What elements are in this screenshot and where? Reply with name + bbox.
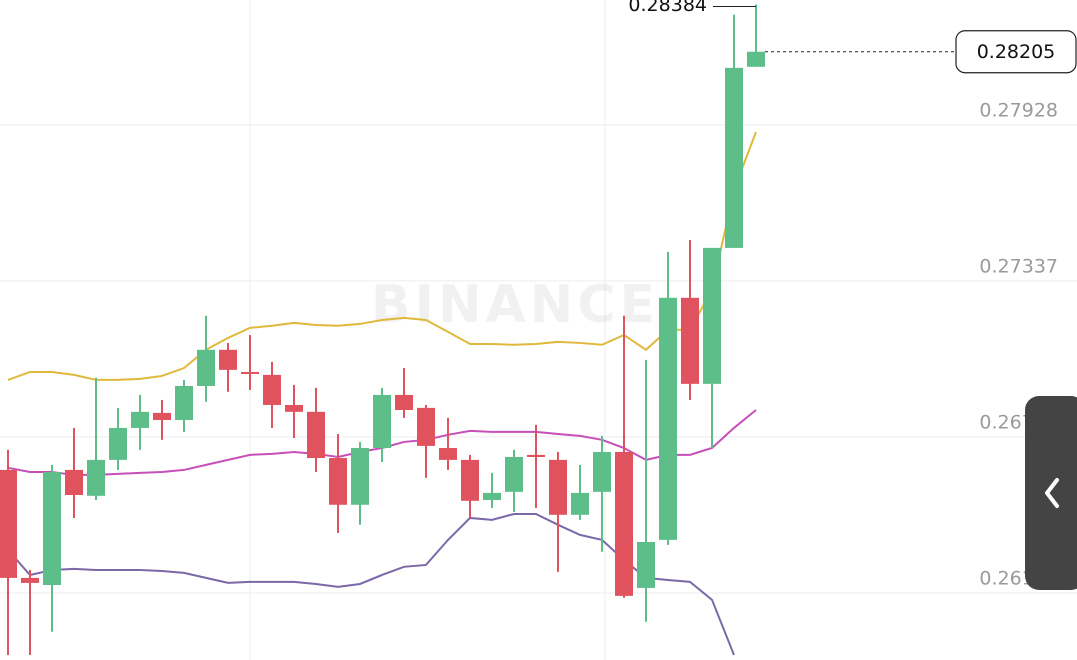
candle-body bbox=[439, 448, 457, 460]
candle-body bbox=[65, 469, 83, 495]
candle-body bbox=[131, 411, 149, 428]
candle-body bbox=[21, 577, 39, 583]
candle-body bbox=[329, 458, 347, 505]
candle-body bbox=[109, 427, 127, 460]
candle-body bbox=[351, 448, 369, 505]
candle-body bbox=[263, 374, 281, 405]
high-label: 0.28384 bbox=[628, 0, 707, 16]
band-line bbox=[7, 131, 757, 381]
y-tick-label: 0.27337 bbox=[979, 255, 1058, 277]
candle-body bbox=[373, 394, 391, 449]
last-price-label: 0.28205 bbox=[977, 41, 1056, 63]
collapse-panel-button[interactable] bbox=[1025, 396, 1077, 590]
candle-body bbox=[681, 297, 699, 384]
candle-body bbox=[527, 454, 545, 457]
chevron-icon bbox=[1045, 478, 1059, 508]
candle-body bbox=[571, 492, 589, 515]
candle-body bbox=[593, 451, 611, 492]
candle-body bbox=[285, 404, 303, 412]
candle-body bbox=[87, 459, 105, 496]
candle-body bbox=[0, 469, 17, 578]
candle-body bbox=[483, 492, 501, 501]
candle-body bbox=[747, 51, 765, 67]
candle-body bbox=[461, 459, 479, 501]
candle-body bbox=[153, 412, 171, 421]
candle-body bbox=[549, 459, 567, 515]
candle-body bbox=[307, 411, 325, 459]
candle-body bbox=[417, 407, 435, 446]
candle-body bbox=[615, 451, 633, 596]
band-line bbox=[7, 513, 735, 656]
candle-body bbox=[197, 349, 215, 386]
candle-body bbox=[175, 385, 193, 421]
y-tick-label: 0.27928 bbox=[979, 99, 1058, 121]
candle-body bbox=[659, 297, 677, 540]
candle-body bbox=[703, 247, 721, 384]
candle-body bbox=[43, 472, 61, 586]
candle-body bbox=[241, 371, 259, 374]
candle-body bbox=[219, 349, 237, 370]
last-price-box bbox=[955, 30, 1077, 74]
candle-body bbox=[505, 456, 523, 492]
candle-body bbox=[395, 394, 413, 410]
candle-body bbox=[637, 541, 655, 588]
candle-body bbox=[725, 67, 743, 248]
watermark: BINANCE bbox=[371, 275, 659, 335]
